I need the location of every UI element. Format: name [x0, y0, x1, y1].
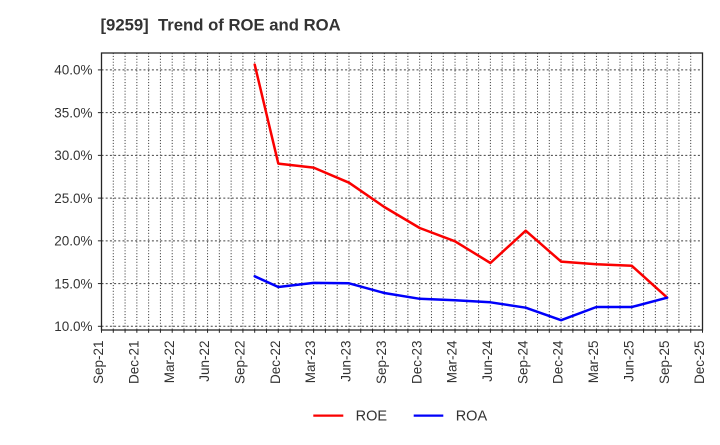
- svg-text:Sep-22: Sep-22: [233, 341, 248, 385]
- svg-text:Mar-24: Mar-24: [445, 340, 460, 383]
- svg-text:20.0%: 20.0%: [54, 234, 92, 249]
- svg-text:Dec-25: Dec-25: [692, 341, 707, 385]
- svg-text:Jun-25: Jun-25: [621, 341, 636, 382]
- svg-text:Sep-23: Sep-23: [374, 341, 389, 385]
- svg-text:Jun-23: Jun-23: [339, 341, 354, 382]
- svg-text:Sep-25: Sep-25: [657, 341, 672, 385]
- svg-text:Dec-24: Dec-24: [551, 340, 566, 384]
- svg-text:ROE: ROE: [356, 409, 388, 425]
- svg-text:Dec-23: Dec-23: [409, 341, 424, 385]
- svg-text:Mar-22: Mar-22: [162, 341, 177, 384]
- svg-text:Jun-24: Jun-24: [480, 340, 495, 382]
- svg-text:30.0%: 30.0%: [54, 148, 92, 163]
- svg-text:25.0%: 25.0%: [54, 191, 92, 206]
- svg-text:Jun-22: Jun-22: [197, 341, 212, 382]
- svg-text:Dec-21: Dec-21: [126, 341, 141, 385]
- svg-text:Sep-21: Sep-21: [91, 341, 106, 385]
- svg-text:ROA: ROA: [456, 409, 488, 425]
- svg-text:15.0%: 15.0%: [54, 276, 92, 291]
- svg-text:Mar-25: Mar-25: [586, 341, 601, 384]
- svg-text:40.0%: 40.0%: [54, 63, 92, 78]
- svg-text:[9259] Trend of ROE and ROA: [9259] Trend of ROE and ROA: [101, 15, 341, 34]
- svg-text:10.0%: 10.0%: [54, 319, 92, 334]
- svg-text:Sep-24: Sep-24: [515, 340, 530, 384]
- svg-text:Dec-22: Dec-22: [268, 341, 283, 385]
- svg-text:35.0%: 35.0%: [54, 105, 92, 120]
- svg-text:Mar-23: Mar-23: [303, 341, 318, 384]
